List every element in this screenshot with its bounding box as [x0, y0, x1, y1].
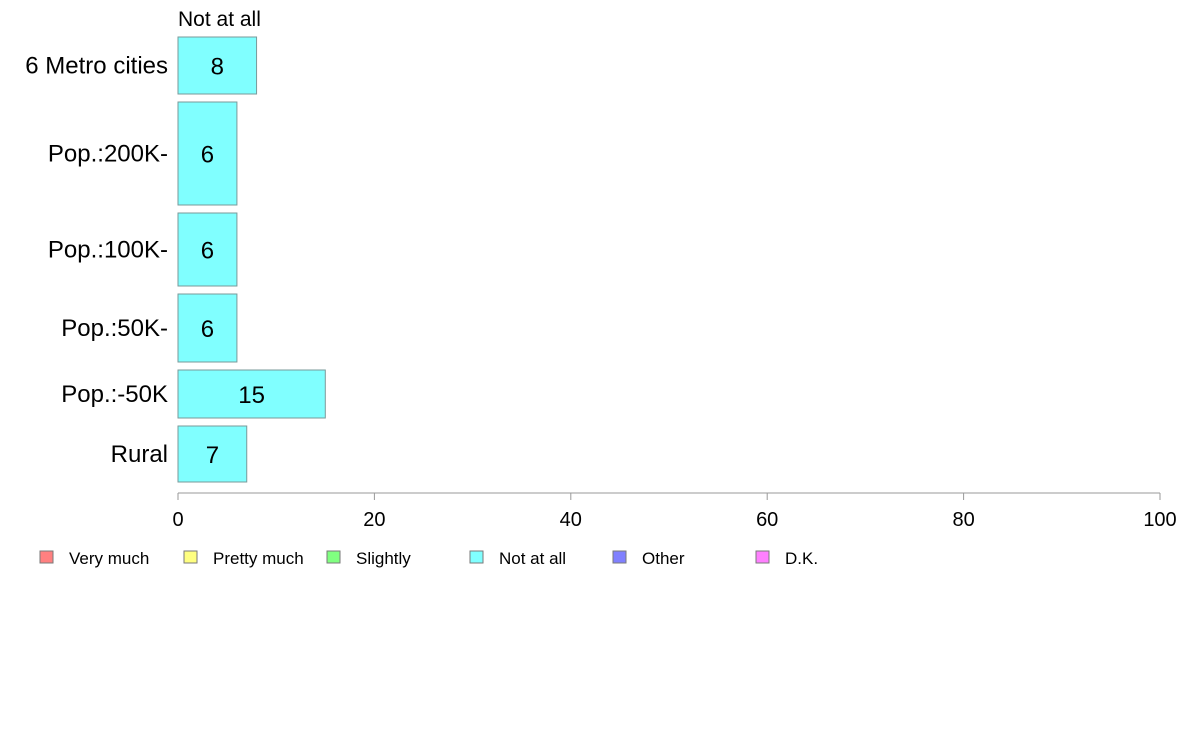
x-tick-label: 80	[952, 509, 974, 531]
bar-segment	[177, 425, 248, 483]
legend-swatch	[39, 550, 54, 564]
legend-label: Slightly	[356, 549, 411, 568]
category-label: Pop.:-50K	[61, 381, 168, 408]
data-label: 8	[211, 54, 224, 81]
data-label: 7	[206, 442, 219, 469]
bars-group: 6 Metro cities 8 Pop.:200K- 6 Pop.:100K- 6 Pop…	[25, 36, 326, 483]
bar-segment	[177, 36, 258, 95]
legend-swatch	[326, 550, 341, 564]
x-tick-label: 0	[172, 509, 183, 531]
data-label: 6	[201, 238, 214, 265]
legend-swatch	[612, 550, 627, 564]
legend-swatch	[755, 550, 770, 564]
category-label: Pop.:200K-	[48, 141, 168, 168]
x-tick-label: 100	[1143, 509, 1176, 531]
x-axis: 0 20 40 60 80 100	[172, 492, 1177, 531]
bar-segment	[177, 293, 238, 363]
legend-label: Very much	[69, 549, 149, 568]
legend-label: Not at all	[499, 549, 566, 568]
data-label: 15	[238, 382, 265, 409]
bar-segment	[177, 369, 326, 419]
x-tick-label: 20	[363, 509, 385, 531]
category-label: 6 Metro cities	[25, 53, 168, 80]
bar-segment	[177, 101, 238, 206]
legend: Very much Pretty much Slightly Not at all Ot…	[39, 549, 818, 568]
legend-swatch	[469, 550, 484, 564]
bar-segment	[177, 212, 238, 287]
data-label: 6	[201, 142, 214, 169]
legend-label: D.K.	[785, 549, 818, 568]
legend-swatch	[183, 550, 198, 564]
x-tick-label: 40	[560, 509, 582, 531]
data-label: 6	[201, 316, 214, 343]
column-header-label: Not at all	[178, 8, 261, 31]
legend-label: Pretty much	[213, 549, 304, 568]
category-label: Rural	[111, 441, 168, 468]
category-label: Pop.:100K-	[48, 237, 168, 264]
category-label: Pop.:50K-	[61, 315, 168, 342]
x-tick-label: 60	[756, 509, 778, 531]
legend-label: Other	[642, 549, 685, 568]
